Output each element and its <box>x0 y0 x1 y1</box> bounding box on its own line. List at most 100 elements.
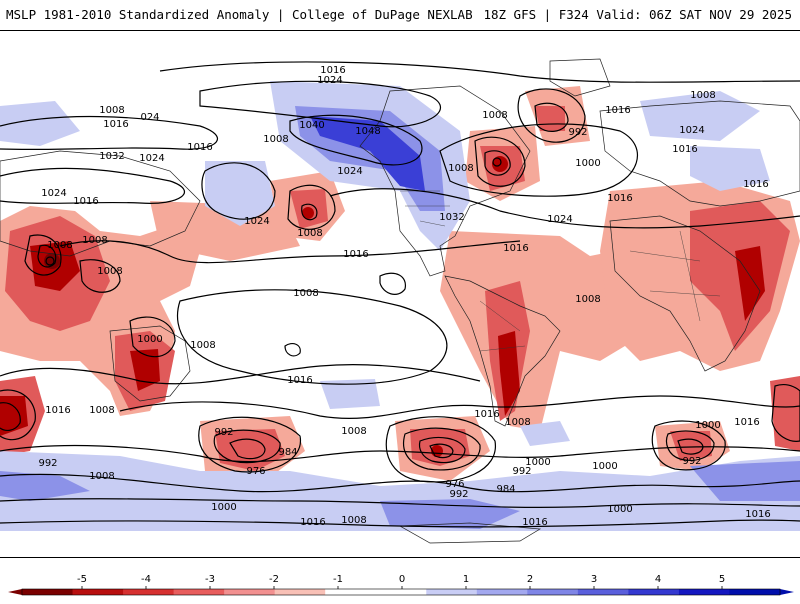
isobar-label: 992 <box>512 466 531 477</box>
isobar-label: 1008 <box>99 105 124 116</box>
isobar-label: 1000 <box>592 461 617 472</box>
isobars <box>0 61 800 528</box>
isobar-label: 992 <box>214 427 233 438</box>
isobar-label: 1016 <box>320 65 345 76</box>
colorbar-tick-label: 0 <box>399 574 405 585</box>
colorbar-tick-label: 5 <box>719 574 725 585</box>
isobar-label: 1016 <box>343 249 368 260</box>
run-info: 18Z GFS | F324 Valid: 06Z SAT NOV 29 202… <box>483 7 792 22</box>
isobar-labels: 1016 1024 1008 1016 024 1040 1048 1008 9… <box>38 65 770 528</box>
isobar-label: 1016 <box>45 405 70 416</box>
colorbar-swatch <box>426 589 478 595</box>
map-title: MSLP 1981-2010 Standardized Anomaly | Co… <box>6 7 473 22</box>
isobar-label: 1032 <box>439 212 464 223</box>
colorbar-swatch <box>274 589 326 595</box>
isobar-label: 1008 <box>82 235 107 246</box>
isobar-label: 1008 <box>482 110 507 121</box>
isobar-label: 1000 <box>695 420 720 431</box>
isobar-label: 1008 <box>575 294 600 305</box>
isobar-label: 1000 <box>525 457 550 468</box>
isobar-label: 1024 <box>244 216 269 227</box>
colorbar-tick-label: -1 <box>333 574 343 585</box>
isobar-label: 024 <box>140 112 159 123</box>
isobar-label: 992 <box>682 456 701 467</box>
colorbar-swatch <box>22 589 74 595</box>
isobar-label: 1032 <box>99 151 124 162</box>
isobar-label: 1016 <box>672 144 697 155</box>
colorbar-swatches <box>8 588 794 596</box>
colorbar-tick-label: -4 <box>141 574 151 585</box>
isobar-label: 976 <box>445 479 464 490</box>
colorbar-swatch <box>729 589 781 595</box>
isobar-label: 1008 <box>263 134 288 145</box>
isobar-label: 1008 <box>47 240 72 251</box>
colorbar-tick-label: 3 <box>591 574 597 585</box>
colorbar-swatch <box>678 589 730 595</box>
isobar-label: 992 <box>38 458 57 469</box>
isobar-label: 1048 <box>355 126 380 137</box>
isobar-label: 984 <box>496 484 515 495</box>
isobar-label: 1000 <box>607 504 632 515</box>
isobar-label: 1024 <box>41 188 66 199</box>
colorbar-tick-label: 4 <box>655 574 661 585</box>
isobar-label: 1008 <box>89 405 114 416</box>
colorbar-swatch <box>375 589 427 595</box>
isobar-label: 1016 <box>745 509 770 520</box>
isobar-label: 1008 <box>448 163 473 174</box>
isobar-label: 1000 <box>211 502 236 513</box>
isobar-label: 976 <box>246 466 265 477</box>
isobar-label: 1008 <box>297 228 322 239</box>
isobar-label: 1024 <box>317 75 342 86</box>
colorbar-swatch <box>224 589 276 595</box>
isobar-label: 1040 <box>299 120 324 131</box>
header: MSLP 1981-2010 Standardized Anomaly | Co… <box>0 0 800 30</box>
isobar-label: 1008 <box>341 515 366 526</box>
isobar-label: 1008 <box>505 417 530 428</box>
isobar-label: 984 <box>278 447 297 458</box>
isobar-label: 1016 <box>103 119 128 130</box>
isobar-label: 1008 <box>341 426 366 437</box>
isobar-label: 1000 <box>575 158 600 169</box>
colorbar-tick-label: 1 <box>463 574 469 585</box>
colorbar-outline <box>21 588 781 596</box>
colorbar-swatch <box>123 589 175 595</box>
isobar-label: 1016 <box>474 409 499 420</box>
colorbar-tick-label: -3 <box>205 574 215 585</box>
map-area: 1016 1024 1008 1016 024 1040 1048 1008 9… <box>0 30 800 558</box>
isobar-label: 1024 <box>139 153 164 164</box>
colorbar-tick-label: -5 <box>77 574 87 585</box>
colorbar-svg: -5 -4 -3 -2 -1 0 1 2 3 4 5 <box>8 574 794 596</box>
isobar-label: 1016 <box>607 193 632 204</box>
isobar-label: 1008 <box>97 266 122 277</box>
isobar-label: 1016 <box>522 517 547 528</box>
isobar-label: 1008 <box>190 340 215 351</box>
colorbar-arrow-left <box>8 589 22 595</box>
colorbar-legend: -5 -4 -3 -2 -1 0 1 2 3 4 5 <box>0 560 800 600</box>
isobar-label: 1008 <box>293 288 318 299</box>
isobar-label: 1016 <box>73 196 98 207</box>
isobar-label: 1008 <box>89 471 114 482</box>
isobar-label: 992 <box>449 489 468 500</box>
isobar-label: 1016 <box>300 517 325 528</box>
isobar-label: 1016 <box>187 142 212 153</box>
isobar-label: 1016 <box>287 375 312 386</box>
colorbar-swatch <box>325 589 377 595</box>
isobar-label: 1024 <box>337 166 362 177</box>
colorbar-swatch <box>72 589 124 595</box>
isobar-label: 1000 <box>137 334 162 345</box>
isobar-label: 1024 <box>547 214 572 225</box>
isobar-label: 1016 <box>605 105 630 116</box>
colorbar-arrow-right <box>780 589 794 595</box>
isobar-label: 1024 <box>679 125 704 136</box>
colorbar-tick-label: -2 <box>269 574 279 585</box>
colorbar-swatch <box>476 589 528 595</box>
isobar-label: 992 <box>568 127 587 138</box>
isobar-label: 1016 <box>743 179 768 190</box>
colorbar-swatch <box>173 589 225 595</box>
isobar-label: 1016 <box>734 417 759 428</box>
colorbar-ticks: -5 -4 -3 -2 -1 0 1 2 3 4 5 <box>77 574 725 589</box>
coastlines <box>0 58 800 544</box>
colorbar-swatch <box>628 589 680 595</box>
colorbar-swatch <box>577 589 629 595</box>
isobar-label: 1008 <box>690 90 715 101</box>
